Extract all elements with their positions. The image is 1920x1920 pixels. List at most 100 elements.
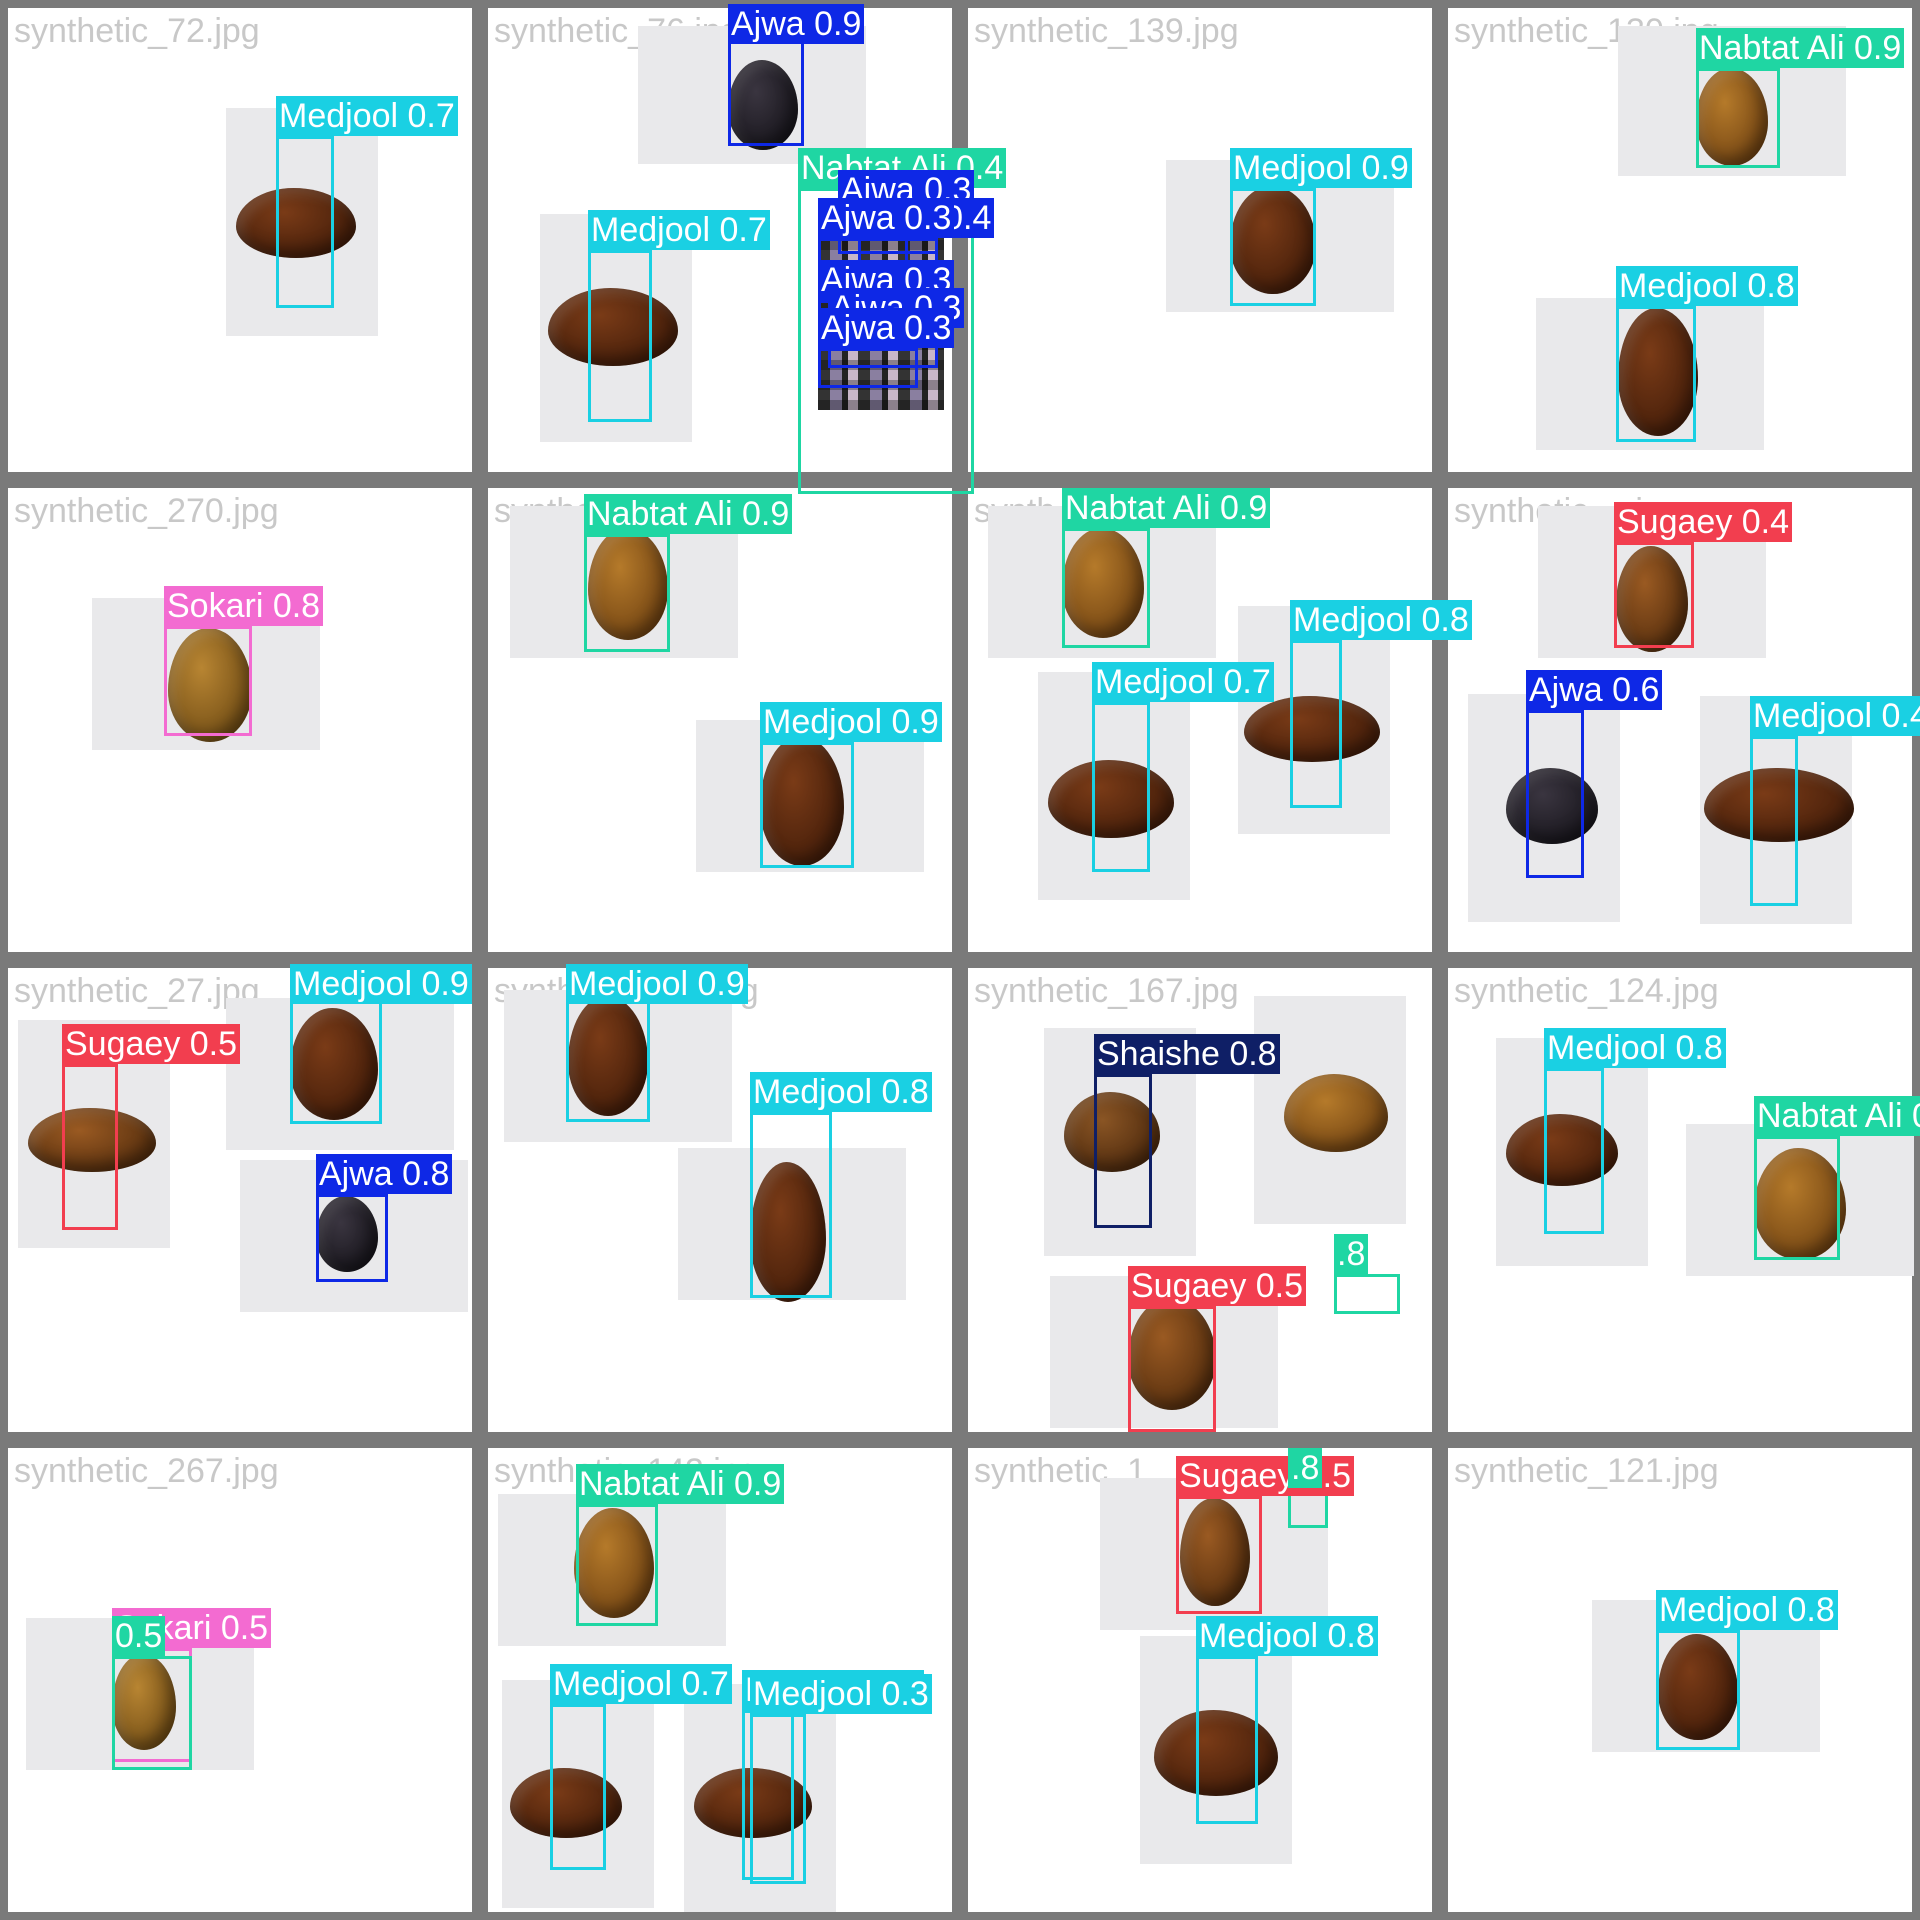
detection-label: Medjool 0.8 — [1656, 1590, 1838, 1630]
date-fruit-image — [568, 996, 648, 1116]
detection-label: Nabtat Ali 0.9 — [576, 1464, 785, 1504]
detection-label: Medjool 0.7 — [588, 210, 770, 250]
image-tile: synthetic_121.jpg Medjool 0.8 — [1440, 1440, 1920, 1920]
date-fruit-image — [1062, 528, 1144, 638]
date-fruit-image — [1754, 1148, 1846, 1260]
detection-bounding-box — [566, 994, 650, 1122]
detection-label: Medjool 0.8 — [1544, 1028, 1726, 1068]
detection-label: Medjool 0.3 — [750, 1674, 932, 1714]
image-filename: synthetic_27.jpg — [14, 972, 260, 1010]
detection-label: Nabtat Ali 0.9 — [1062, 488, 1271, 528]
detection-label: Nabtat Ali 0.9 — [1696, 28, 1905, 68]
detection-label: Nabtat Ali 0.9 — [584, 494, 793, 534]
detection-label: Shaishe 0.8 — [1094, 1034, 1280, 1074]
detection-bounding-box — [760, 742, 854, 868]
detection-bounding-box — [1094, 1074, 1152, 1228]
detection-label: Sokari 0.8 — [164, 586, 324, 626]
detection-label: Ajwa 0.3 — [818, 198, 955, 238]
date-fruit-image — [1696, 68, 1768, 166]
detection-label: Medjool 0.8 — [750, 1072, 932, 1112]
detection-label: 0.5 — [112, 1616, 166, 1656]
detection-label: Medjool 0.7 — [1092, 662, 1274, 702]
detection-label: Nabtat Ali 0.9 — [1754, 1096, 1920, 1136]
detection-bounding-box — [1544, 1068, 1604, 1234]
detection-bounding-box — [588, 250, 652, 422]
image-filename: synthetic_270.jpg — [14, 492, 279, 530]
detection-bounding-box — [1196, 1656, 1258, 1824]
image-tile: synthetic_76.jpg Ajwa 0.9 Medjool 0.7 Nabta… — [480, 0, 1007, 494]
detection-label: Sugaey 0.5 — [1176, 1456, 1355, 1496]
image-filename: synthetic_267.jpg — [14, 1452, 279, 1490]
detection-bounding-box — [1230, 188, 1316, 306]
detection-label: Medjool 0.7 — [550, 1664, 732, 1704]
date-fruit-image — [574, 1508, 654, 1618]
date-fruit-image — [236, 188, 356, 258]
date-fruit-image — [1506, 1114, 1618, 1186]
detection-label: Medjool 0.9 — [1230, 148, 1412, 188]
image-tile: synthetic_267.jpg Sokari 0.5 0.5 — [0, 1440, 480, 1920]
date-fruit-image — [290, 1008, 378, 1120]
detection-bounding-box — [1696, 68, 1780, 168]
date-fruit-image — [168, 628, 252, 742]
detection-bounding-box — [1750, 736, 1798, 906]
detection-label: Medjool 0.9 — [760, 702, 942, 742]
date-fruit-image — [1618, 308, 1698, 436]
date-fruit-image — [588, 528, 668, 640]
detection-bounding-box — [584, 534, 670, 652]
image-tile: synthetic_139.jpg Medjool 0.9 — [960, 0, 1440, 480]
image-tile: synthetic_124.jpg Medjool 0.8 Nabtat Ali 0… — [1440, 960, 1920, 1440]
detection-label: Ajwa 0.9 — [728, 4, 865, 44]
detection-bounding-box — [316, 1194, 388, 1282]
date-fruit-image — [1704, 768, 1854, 842]
detection-bounding-box — [276, 136, 334, 308]
detection-bounding-box — [1176, 1496, 1262, 1614]
detection-label: Medjool 0.4 — [1750, 696, 1920, 736]
image-tile: synthetic_27.jpg Medjool 0.9 Sugaey 0.5 Ajw… — [0, 960, 480, 1440]
image-filename: synthetic_124.jpg — [1454, 972, 1719, 1010]
detection-label: Medjool 0.8 — [1196, 1616, 1378, 1656]
detection-bounding-box — [1334, 1274, 1400, 1314]
detection-label: Medjool 0.8 — [1616, 266, 1798, 306]
detection-bounding-box — [576, 1504, 658, 1626]
image-tile: synthetic_130.jpg Nabtat Ali 0.9 Medjool 0… — [1440, 0, 1920, 480]
image-filename: synthetic_121.jpg — [1454, 1452, 1719, 1490]
detection-bounding-box — [1656, 1630, 1740, 1750]
detection-bounding-box — [1754, 1136, 1840, 1260]
date-fruit-image — [1244, 696, 1380, 762]
date-fruit-image — [1128, 1298, 1216, 1410]
date-fruit-image — [728, 60, 798, 150]
detection-bounding-box — [750, 1714, 806, 1884]
date-fruit-image — [316, 1196, 378, 1272]
date-fruit-image — [1230, 186, 1316, 294]
date-fruit-image — [1616, 546, 1688, 652]
image-tile: synthetic_270.jpg Sokari 0.8 — [0, 480, 480, 960]
detection-bounding-box — [550, 1704, 606, 1870]
detection-bounding-box — [1062, 528, 1150, 648]
detection-label: Sugaey 0.5 — [1128, 1266, 1307, 1306]
detection-bounding-box — [750, 1112, 832, 1298]
detection-label: Ajwa 0.3 — [818, 308, 955, 348]
detection-bounding-box — [818, 348, 918, 388]
detection-label: .8 — [1288, 1448, 1323, 1488]
detection-bounding-box — [164, 626, 252, 736]
detection-label: Sugaey 0.5 — [62, 1024, 241, 1064]
date-fruit-image — [1658, 1634, 1738, 1740]
date-fruit-image — [112, 1654, 176, 1750]
date-fruit-image — [28, 1108, 156, 1172]
detection-bounding-box — [1526, 710, 1584, 878]
date-fruit-image — [1064, 1092, 1160, 1172]
image-tile: synthetic_72.jpg Medjool 0.7 — [0, 0, 480, 480]
image-filename: synthetic_72.jpg — [14, 12, 260, 50]
detection-label: Medjool 0.7 — [276, 96, 458, 136]
image-filename: synthetic_139.jpg — [974, 12, 1239, 50]
detection-label: Ajwa 0.8 — [316, 1154, 453, 1194]
date-fruit-image — [1180, 1498, 1250, 1606]
date-fruit-image — [760, 736, 844, 866]
date-fruit-image — [548, 288, 678, 366]
date-fruit-image — [1284, 1074, 1388, 1152]
